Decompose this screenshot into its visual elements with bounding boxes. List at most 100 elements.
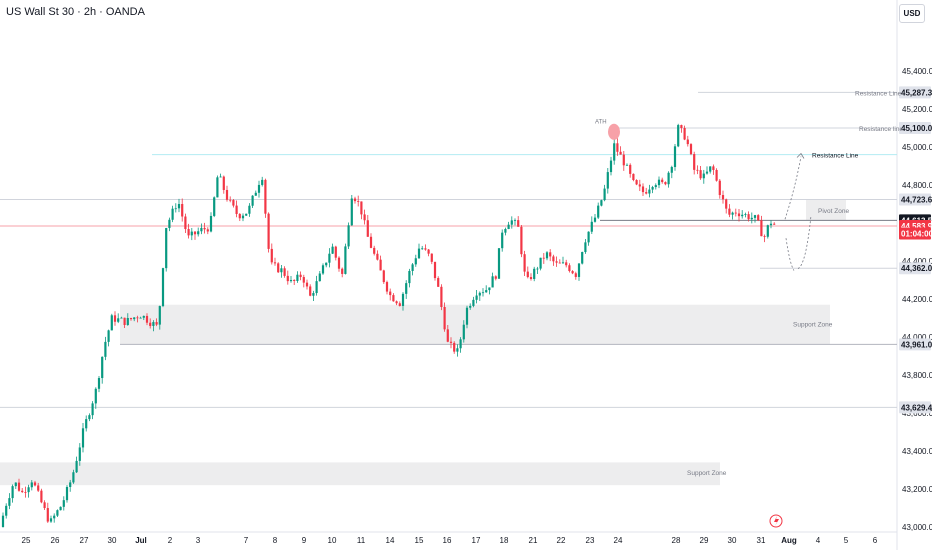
candle xyxy=(261,176,264,187)
candle xyxy=(718,179,721,199)
candle-body xyxy=(750,217,753,220)
candle-body xyxy=(43,502,46,509)
candle xyxy=(763,234,766,243)
candle-body xyxy=(769,223,773,226)
candle-body xyxy=(529,277,533,279)
candle-body xyxy=(472,299,475,306)
candle-body xyxy=(664,182,667,185)
candle-body xyxy=(69,482,72,488)
candle-body xyxy=(251,195,254,206)
candle-body xyxy=(117,318,120,322)
y-tick-label: 43,800.0 xyxy=(902,371,932,380)
annotation-label: Support Zone xyxy=(793,322,833,329)
price-tag-label: 44,723.6 xyxy=(901,196,932,205)
candle-body xyxy=(398,303,401,306)
candle-body xyxy=(453,342,456,352)
candle-body xyxy=(718,180,721,196)
candle-body xyxy=(622,154,625,166)
candle-body xyxy=(584,242,587,253)
candle xyxy=(117,313,120,324)
currency-button[interactable]: USD xyxy=(899,4,925,23)
candle xyxy=(152,320,155,332)
candle-body xyxy=(609,160,613,173)
candle xyxy=(331,243,334,254)
candle xyxy=(699,165,702,180)
x-tick-label: 28 xyxy=(672,536,681,545)
candle xyxy=(174,203,177,213)
candle-body xyxy=(597,205,600,218)
candle-body xyxy=(629,164,632,174)
candle xyxy=(126,313,129,326)
candle xyxy=(619,146,622,155)
candle xyxy=(590,216,593,235)
projection-down-arrow xyxy=(785,238,795,271)
candle xyxy=(318,270,321,282)
candle-body xyxy=(216,177,219,198)
candle xyxy=(446,324,449,343)
chart-title: US Wall St 30 · 2h · OANDA xyxy=(6,6,145,18)
candle-body xyxy=(360,201,363,215)
candle-body xyxy=(408,270,411,284)
candle xyxy=(456,344,459,357)
candle xyxy=(30,480,33,491)
candle xyxy=(577,262,581,281)
candle xyxy=(552,254,555,266)
candle-body xyxy=(203,227,206,230)
candle xyxy=(417,243,421,259)
candle xyxy=(437,276,440,287)
candle-body xyxy=(270,248,273,263)
candle xyxy=(728,204,731,218)
candle-body xyxy=(53,515,56,519)
candle xyxy=(369,233,373,249)
candle xyxy=(478,291,481,301)
candle xyxy=(14,482,17,489)
candle xyxy=(232,199,235,208)
candle-body xyxy=(709,166,712,172)
candle-body xyxy=(277,263,280,273)
candle-body xyxy=(24,492,27,493)
candle xyxy=(641,183,645,196)
price-tag-label: 44,362.0 xyxy=(901,264,932,273)
candle-body xyxy=(264,179,267,214)
candle xyxy=(472,296,475,308)
candle-body xyxy=(638,184,641,187)
candle xyxy=(539,257,542,271)
y-tick-label: 43,000.0 xyxy=(902,523,932,532)
candle-body xyxy=(469,305,472,308)
candle xyxy=(91,401,94,420)
candle xyxy=(101,356,104,384)
candle-body xyxy=(753,215,757,218)
candle-body xyxy=(104,341,107,357)
candle-body xyxy=(606,172,609,189)
candle xyxy=(366,215,369,237)
candle xyxy=(645,187,648,195)
y-tick-label: 44,200.0 xyxy=(902,295,932,304)
candle xyxy=(651,185,654,194)
candle xyxy=(296,271,299,283)
candle xyxy=(453,341,456,354)
candle xyxy=(517,216,520,227)
candle xyxy=(680,124,683,133)
x-tick-label: 6 xyxy=(873,536,878,545)
candle-body xyxy=(517,220,520,227)
candle xyxy=(197,227,200,237)
x-tick-label: Jul xyxy=(135,536,147,545)
candle-body xyxy=(677,125,680,147)
candle xyxy=(350,194,353,226)
candle-body xyxy=(261,179,264,185)
y-tick-label: 44,400.0 xyxy=(902,257,932,266)
candle-body xyxy=(113,315,117,322)
candle-body xyxy=(72,472,75,483)
candle-body xyxy=(625,164,629,166)
candle xyxy=(603,184,606,202)
zone-support-zone xyxy=(120,304,830,345)
candle-body xyxy=(321,265,325,274)
candle-body xyxy=(590,221,593,232)
candle-body xyxy=(545,252,549,259)
candle xyxy=(40,488,43,504)
candle xyxy=(264,178,267,218)
y-tick-label: 43,200.0 xyxy=(902,485,932,494)
candle xyxy=(289,275,293,283)
candle xyxy=(433,261,437,281)
